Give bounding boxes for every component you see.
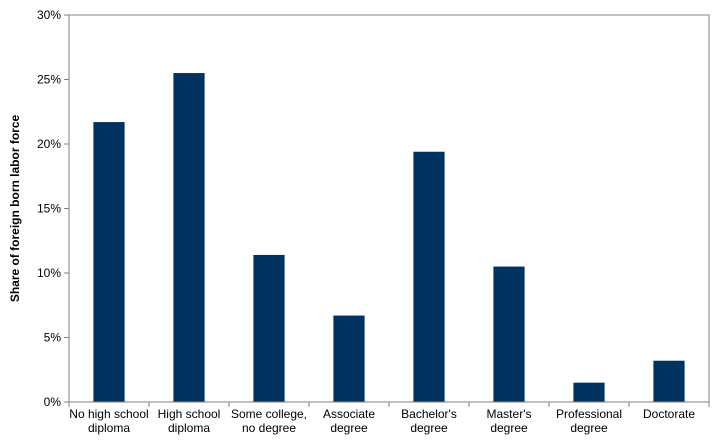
x-axis-labels: No high school diploma High school diploma S…	[68, 402, 710, 435]
x-tick-label: Doctorate	[643, 407, 695, 421]
x-tick-label: High school diploma	[158, 407, 221, 435]
x-tick-label: No high school diploma	[69, 407, 148, 435]
bar	[333, 315, 365, 402]
x-tick-label: Bachelor's degree	[401, 407, 457, 435]
bar	[653, 360, 685, 402]
bar	[413, 151, 445, 402]
x-tick-label: Some college, no degree	[231, 407, 307, 435]
bar	[493, 266, 525, 402]
y-tick-label: 10%	[37, 266, 61, 280]
y-tick-label: 5%	[44, 331, 62, 345]
y-tick-label: 0%	[44, 395, 62, 409]
bar	[93, 122, 125, 402]
bars	[93, 73, 685, 403]
y-tick-label: 30%	[37, 8, 61, 22]
bar	[253, 254, 285, 402]
bar	[173, 73, 205, 403]
y-tick-label: 15%	[37, 202, 61, 216]
x-tick-label: Master's degree	[487, 407, 532, 435]
plot-frame	[68, 14, 710, 403]
bar	[573, 382, 605, 402]
x-tick-label: Associate degree	[323, 407, 375, 435]
y-axis-title: Share of foreign born labor force	[8, 115, 22, 303]
x-tick-label: Professional degree	[556, 407, 622, 435]
y-tick-label: 25%	[37, 73, 61, 87]
y-axis-ticks: 0% 5% 10% 15% 20% 25% 30%	[37, 8, 69, 409]
y-tick-label: 20%	[37, 137, 61, 151]
